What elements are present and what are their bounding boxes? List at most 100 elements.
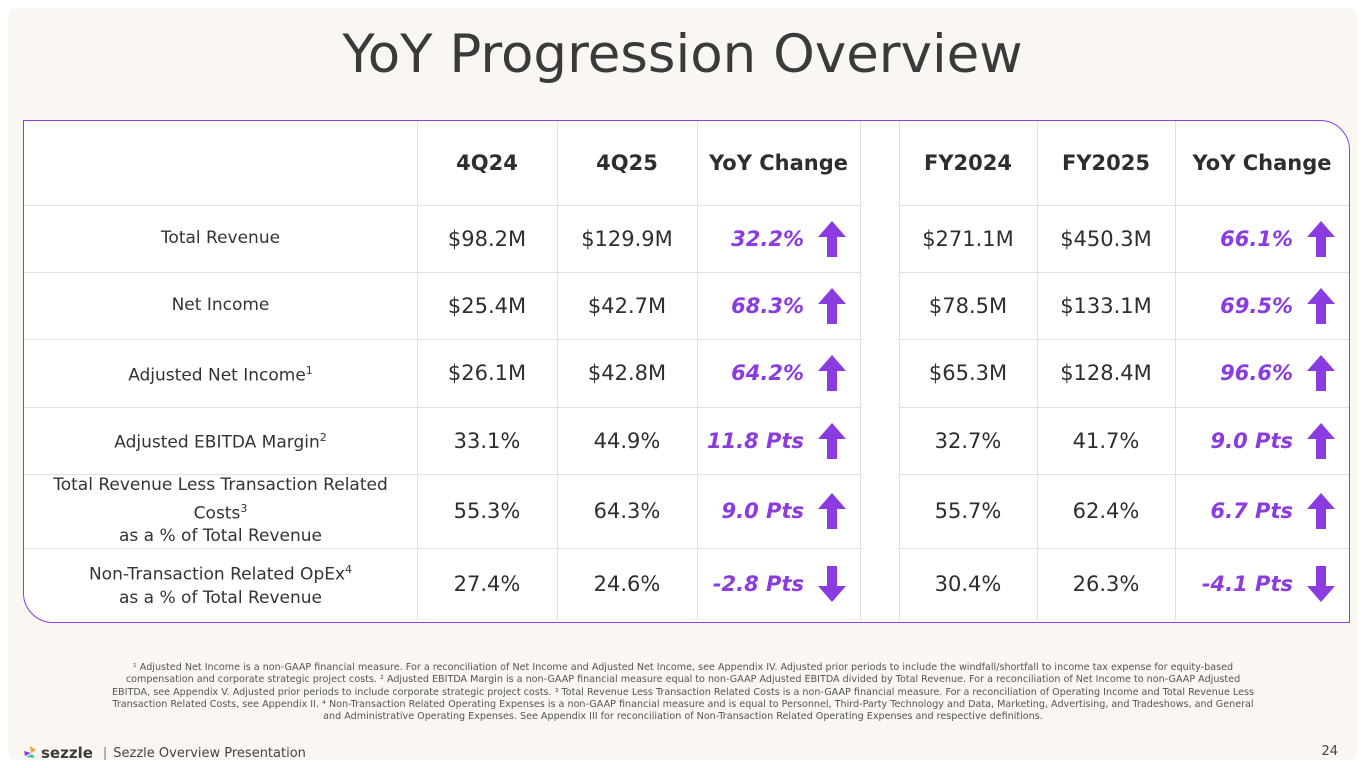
row-divider: [24, 205, 860, 206]
arrow-up-icon: [818, 493, 846, 529]
value-cell: 44.9%: [593, 428, 661, 453]
value-cell: $25.4M: [447, 293, 527, 318]
footer-separator: |: [102, 745, 108, 761]
value-cell: 64.3%: [593, 499, 661, 523]
row-label-text: Adjusted EBITDA Margin2: [114, 426, 327, 455]
column-divider: [697, 121, 698, 620]
value-cell: 55.7%: [934, 499, 1002, 523]
yoy-change-cell: 68.3%: [731, 293, 804, 318]
value-cell: $98.2M: [447, 226, 527, 251]
row-divider: [24, 407, 860, 408]
arrow-up-icon: [1307, 287, 1335, 324]
value-cell: 33.1%: [453, 428, 521, 453]
value-cell: 41.7%: [1072, 428, 1140, 453]
column-divider: [417, 121, 418, 620]
row-label-secondary: as a % of Total Revenue: [119, 587, 322, 608]
value-cell: $271.1M: [922, 226, 1014, 251]
value-cell: $65.3M: [928, 361, 1008, 385]
row-divider: [24, 339, 860, 340]
presentation-name: Sezzle Overview Presentation: [113, 745, 306, 761]
row-label-text: Non-Transaction Related OpEx4 as a % of T…: [89, 558, 352, 610]
row-label-secondary: as a % of Total Revenue: [119, 526, 322, 547]
page-number: 24: [1321, 744, 1338, 759]
column-divider: [899, 121, 900, 620]
value-cell: $78.5M: [928, 293, 1008, 318]
yoy-table: 4Q24 4Q25 YoY Change FY2024 FY2025 YoY Change…: [23, 120, 1350, 623]
value-cell: 55.3%: [453, 499, 521, 523]
row-label-text: Adjusted Net Income1: [128, 359, 313, 388]
yoy-change-cell: 32.2%: [731, 226, 804, 251]
column-divider: [860, 121, 861, 620]
row-label-main: Non-Transaction Related OpEx: [88, 564, 346, 585]
row-divider: [899, 339, 1349, 340]
page-title: YoY Progression Overview: [342, 24, 1023, 85]
row-label-main: Net Income: [171, 295, 270, 315]
arrow-down-icon: [1307, 566, 1335, 602]
value-cell: 62.4%: [1072, 499, 1140, 523]
yoy-change-cell: 96.6%: [1220, 361, 1293, 385]
row-divider: [899, 205, 1349, 206]
row-label-text: Total Revenue Less Transaction Related C…: [34, 474, 407, 549]
sezzle-logo-icon: [24, 746, 36, 758]
row-label: Net Income: [24, 272, 417, 339]
yoy-change-cell: 6.7 Pts: [1210, 499, 1293, 523]
logo-text: sezzle: [41, 744, 93, 760]
footnotes: ¹ Adjusted Net Income is a non-GAAP fina…: [112, 662, 1254, 723]
value-cell: $129.9M: [581, 226, 673, 251]
row-divider: [899, 272, 1349, 273]
row-divider: [24, 272, 860, 273]
row-label: Adjusted EBITDA Margin2: [24, 407, 417, 474]
column-header: FY2024: [924, 151, 1012, 175]
column-header: 4Q25: [596, 151, 658, 175]
row-label-main: Adjusted EBITDA Margin: [114, 432, 320, 453]
footnote-marker: 4: [345, 563, 353, 577]
yoy-change-cell: 64.2%: [731, 361, 804, 385]
arrow-up-icon: [1307, 220, 1335, 257]
row-divider: [899, 474, 1349, 475]
footnote-marker: 3: [240, 501, 248, 515]
yoy-change-cell: -2.8 Pts: [712, 572, 804, 596]
value-cell: $26.1M: [447, 361, 527, 385]
value-cell: 24.6%: [593, 572, 661, 596]
row-divider: [899, 407, 1349, 408]
row-label-main: Adjusted Net Income: [128, 365, 306, 386]
arrow-down-icon: [818, 566, 846, 602]
column-header: YoY Change: [709, 151, 848, 175]
value-cell: $42.7M: [587, 293, 667, 318]
column-header: YoY Change: [1192, 151, 1332, 175]
column-header: FY2025: [1062, 151, 1150, 175]
yoy-change-cell: 9.0 Pts: [1210, 428, 1293, 453]
value-cell: 30.4%: [934, 572, 1002, 596]
arrow-up-icon: [1307, 493, 1335, 529]
arrow-up-icon: [818, 220, 846, 257]
value-cell: $42.8M: [587, 361, 667, 385]
yoy-change-cell: -4.1 Pts: [1201, 572, 1293, 596]
row-label: Total Revenue: [24, 205, 417, 272]
column-divider: [1037, 121, 1038, 620]
row-divider: [899, 548, 1349, 549]
row-label-main: Total Revenue: [160, 228, 281, 248]
arrow-up-icon: [818, 355, 846, 391]
value-cell: 27.4%: [453, 572, 521, 596]
yoy-change-cell: 66.1%: [1220, 226, 1293, 251]
value-cell: $128.4M: [1060, 361, 1152, 385]
row-label-text: Total Revenue: [161, 227, 280, 250]
row-label: Non-Transaction Related OpEx4 as a % of T…: [24, 548, 417, 620]
row-label: Adjusted Net Income1: [24, 339, 417, 407]
value-cell: $133.1M: [1060, 293, 1152, 318]
arrow-up-icon: [1307, 355, 1335, 391]
footnote-marker: 2: [319, 431, 327, 445]
value-cell: $450.3M: [1060, 226, 1152, 251]
row-divider: [24, 548, 860, 549]
row-label: Total Revenue Less Transaction Related C…: [24, 474, 417, 548]
yoy-change-cell: 9.0 Pts: [721, 499, 804, 523]
footer: sezzle | Sezzle Overview Presentation: [22, 744, 306, 760]
slide: YoY Progression Overview 4Q24 4Q25 YoY Cha…: [8, 8, 1358, 760]
row-label-text: Net Income: [172, 294, 270, 317]
value-cell: 26.3%: [1072, 572, 1140, 596]
yoy-change-cell: 11.8 Pts: [706, 428, 804, 453]
arrow-up-icon: [1307, 422, 1335, 459]
column-header: 4Q24: [456, 151, 518, 175]
row-label-main: Total Revenue Less Transaction Related C…: [53, 474, 388, 524]
row-divider: [24, 474, 860, 475]
